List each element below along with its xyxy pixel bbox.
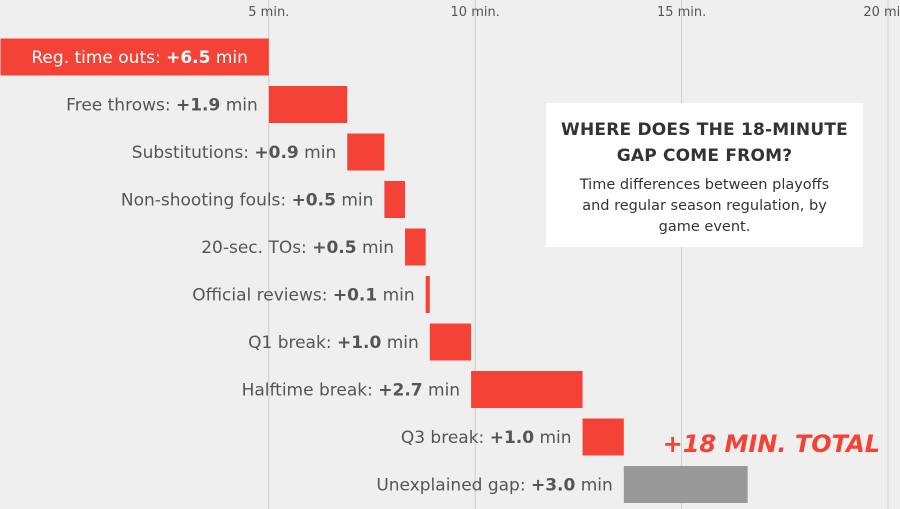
chart-subtitle-line: Time differences between playoffs bbox=[579, 177, 830, 193]
bar-unit-label: min bbox=[423, 381, 460, 401]
bar-value-label: +1.9 bbox=[176, 96, 220, 116]
bar-category-label: Non-shooting fouls: bbox=[121, 191, 292, 211]
bar bbox=[405, 228, 426, 266]
bar-label: Halftime break: +2.7 min bbox=[242, 381, 461, 401]
x-tick-label: 5 min. bbox=[248, 5, 289, 20]
bar-unit-label: min bbox=[377, 286, 414, 306]
bar-label: Unexplained gap: +3.0 min bbox=[376, 476, 612, 496]
bar-unit-label: min bbox=[534, 428, 571, 448]
bar-value-label: +0.1 bbox=[333, 286, 377, 306]
bar bbox=[425, 276, 430, 313]
bar-value-label: +2.7 bbox=[378, 381, 422, 401]
bar-value-label: +1.0 bbox=[490, 428, 535, 448]
chart-title-line: WHERE DOES THE 18-MINUTE bbox=[561, 120, 848, 140]
bar-label: Free throws: +1.9 min bbox=[66, 96, 258, 116]
bar bbox=[429, 323, 472, 361]
x-tick-label: 10 min. bbox=[451, 5, 500, 20]
bar-category-label: Unexplained gap: bbox=[376, 476, 531, 496]
bar-value-label: +1.0 bbox=[337, 333, 382, 353]
bar-value-label: +0.9 bbox=[254, 143, 298, 163]
total-annotation: +18 MIN. TOTAL bbox=[663, 430, 880, 458]
bar bbox=[347, 133, 385, 171]
bar-label: Non-shooting fouls: +0.5 min bbox=[121, 191, 374, 211]
bar-category-label: Q1 break: bbox=[248, 333, 337, 353]
chart-title: WHERE DOES THE 18-MINUTE GAP COME FROM? bbox=[556, 117, 853, 169]
bar-value-label: +0.5 bbox=[292, 191, 336, 211]
bar-unit-label: min bbox=[210, 48, 247, 68]
bar bbox=[0, 38, 269, 76]
x-axis-ticks: 5 min. 10 min. 15 min. 20 min. bbox=[248, 5, 900, 20]
chart-subtitle-line: game event. bbox=[658, 219, 751, 235]
bar-label: Q3 break: +1.0 min bbox=[401, 428, 572, 448]
x-tick-label: 15 min. bbox=[657, 5, 706, 20]
bar-category-label: Official reviews: bbox=[192, 286, 333, 306]
bar-category-label: Reg. time outs: bbox=[31, 48, 166, 68]
bar bbox=[471, 371, 583, 408]
bar-value-label: +3.0 bbox=[531, 476, 576, 496]
bars bbox=[0, 38, 748, 503]
bar-label: Reg. time outs: +6.5 min bbox=[31, 48, 248, 68]
bar-value-label: +6.5 bbox=[166, 48, 210, 68]
bar bbox=[623, 466, 748, 503]
bar-category-label: Substitutions: bbox=[132, 143, 255, 163]
bar-unit-label: min bbox=[575, 476, 612, 496]
bar-label: 20-sec. TOs: +0.5 min bbox=[201, 238, 394, 258]
bar-category-label: Free throws: bbox=[66, 96, 176, 116]
bar-category-label: 20-sec. TOs: bbox=[201, 238, 312, 258]
x-tick-label: 20 min. bbox=[863, 5, 900, 20]
bar-value-label: +0.5 bbox=[312, 238, 356, 258]
chart-subtitle-line: and regular season regulation, by bbox=[582, 198, 827, 214]
bar bbox=[268, 86, 348, 123]
bar-unit-label: min bbox=[299, 143, 336, 163]
chart-subtitle: Time differences between playoffs and re… bbox=[556, 175, 853, 238]
bar-unit-label: min bbox=[220, 96, 257, 116]
bar-label: Q1 break: +1.0 min bbox=[248, 333, 419, 353]
bar-unit-label: min bbox=[357, 238, 394, 258]
bar-unit-label: min bbox=[381, 333, 418, 353]
bar-category-label: Halftime break: bbox=[242, 381, 379, 401]
bar bbox=[582, 418, 624, 456]
chart-title-line: GAP COME FROM? bbox=[616, 146, 793, 166]
bar-category-label: Q3 break: bbox=[401, 428, 490, 448]
grid-lines bbox=[268, 0, 889, 509]
info-box: WHERE DOES THE 18-MINUTE GAP COME FROM? … bbox=[546, 103, 863, 247]
bar-label: Official reviews: +0.1 min bbox=[192, 286, 414, 306]
bar bbox=[384, 181, 406, 218]
bar-label: Substitutions: +0.9 min bbox=[132, 143, 336, 163]
bar-unit-label: min bbox=[336, 191, 373, 211]
